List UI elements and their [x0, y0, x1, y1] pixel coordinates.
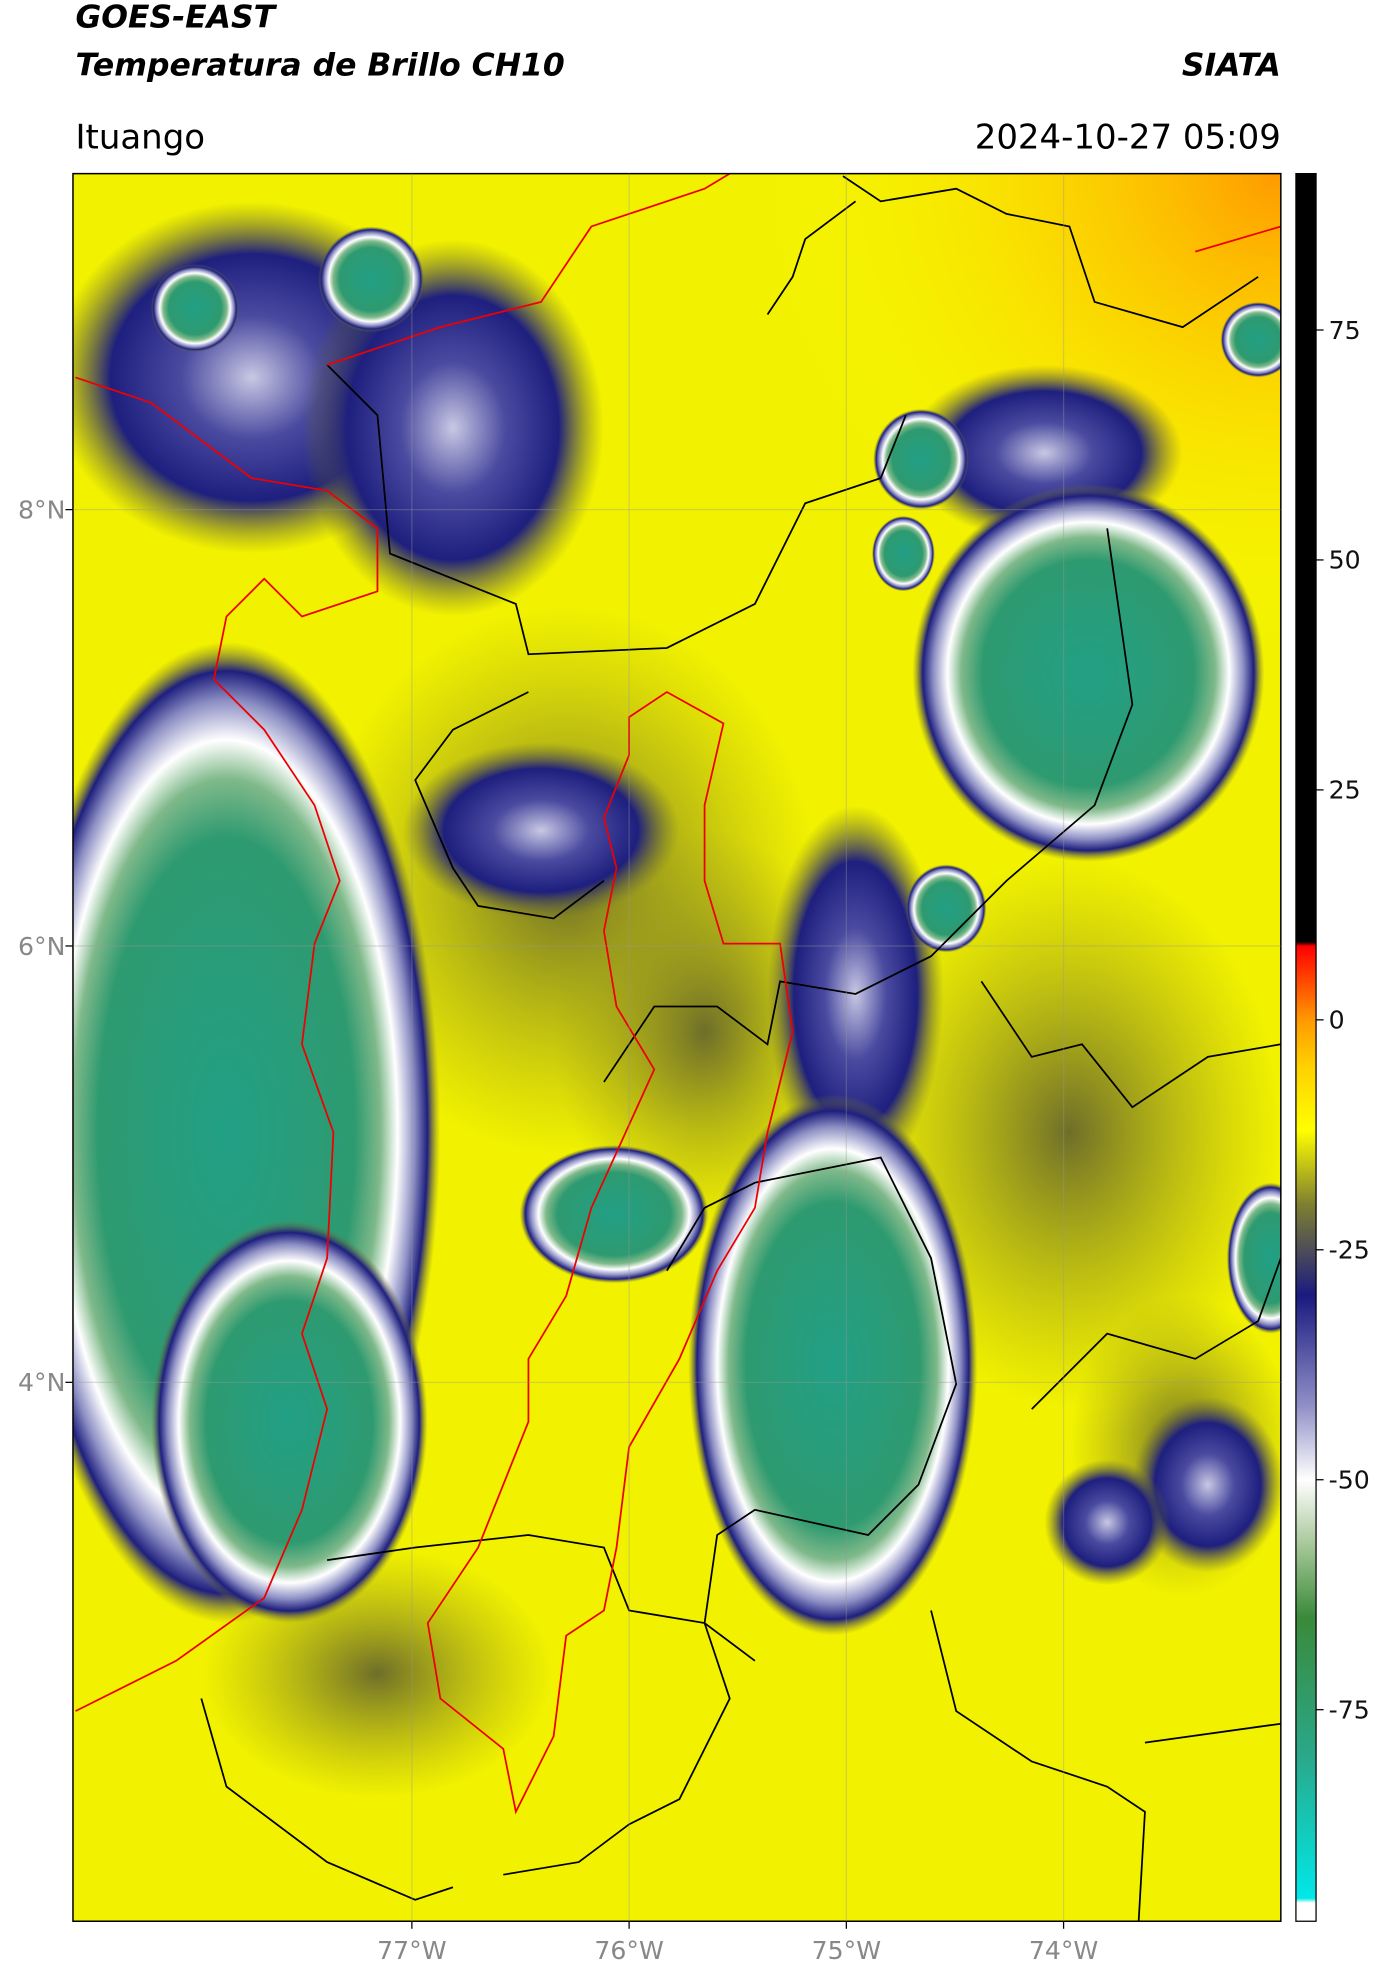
admin-borders	[200, 175, 1281, 1922]
datetime: 2024-10-27 05:09	[975, 117, 1281, 157]
location: Ituango	[75, 117, 205, 157]
y-tick-label: 4°N	[18, 1368, 65, 1397]
map-frame	[72, 172, 1282, 1922]
x-tick-label: 77°W	[377, 1936, 447, 1965]
colorbar-tick-label: 25	[1329, 776, 1361, 805]
dept-border	[75, 173, 1281, 1815]
source: SIATA	[1182, 47, 1281, 83]
colorbar-tick-label: 50	[1329, 546, 1361, 575]
map-imagery	[72, 173, 1281, 1922]
colorbar-tick-label: -25	[1329, 1236, 1370, 1265]
colorbar-tick-label: -75	[1329, 1695, 1370, 1724]
title-line2: Temperatura de Brillo CH10	[75, 47, 564, 83]
colorbar-tick-label: 0	[1329, 1006, 1345, 1035]
y-tick-label: 8°N	[18, 495, 65, 524]
title-line1: GOES-EAST	[75, 0, 277, 36]
x-tick-label: 75°W	[812, 1936, 882, 1965]
colorbar-tick-label: -50	[1329, 1466, 1370, 1495]
y-tick-label: 6°N	[18, 932, 65, 961]
colorbar-tick-label: 75	[1329, 316, 1361, 345]
colorbar	[1295, 172, 1317, 1922]
x-tick-label: 74°W	[1029, 1936, 1099, 1965]
x-tick-label: 76°W	[594, 1936, 664, 1965]
